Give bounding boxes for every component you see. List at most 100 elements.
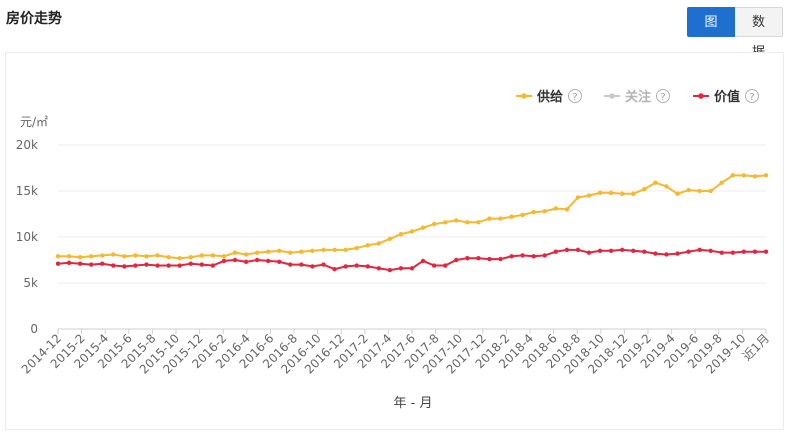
data-point bbox=[409, 229, 415, 234]
data-point bbox=[741, 173, 747, 178]
data-point bbox=[343, 247, 348, 253]
data-point bbox=[155, 263, 160, 268]
data-point bbox=[265, 258, 271, 264]
data-point bbox=[686, 187, 691, 193]
data-point bbox=[376, 241, 382, 246]
data-point bbox=[299, 262, 304, 267]
data-point bbox=[752, 249, 758, 254]
x-tick-label: 近1月 bbox=[740, 331, 772, 363]
data-point bbox=[631, 191, 636, 196]
data-point bbox=[597, 248, 603, 253]
help-icon-glyph: ? bbox=[572, 92, 577, 103]
data-point bbox=[243, 252, 249, 257]
data-point bbox=[498, 216, 503, 221]
data-point bbox=[520, 212, 525, 218]
data-point bbox=[88, 262, 94, 267]
data-point bbox=[288, 250, 293, 255]
data-point bbox=[387, 267, 393, 273]
data-point bbox=[155, 253, 160, 258]
data-point bbox=[675, 251, 680, 256]
data-point bbox=[365, 243, 370, 248]
data-point bbox=[487, 256, 492, 262]
data-point bbox=[232, 250, 238, 255]
x-axis-label: 年 - 月 bbox=[394, 396, 433, 411]
data-point bbox=[177, 255, 182, 261]
data-point bbox=[387, 236, 393, 242]
data-point bbox=[653, 251, 658, 256]
data-point bbox=[343, 264, 348, 269]
data-point bbox=[708, 188, 713, 194]
data-point bbox=[642, 186, 647, 192]
data-point bbox=[697, 247, 702, 253]
data-point bbox=[763, 249, 769, 254]
data-point bbox=[487, 216, 492, 221]
data-point bbox=[619, 191, 625, 196]
y-tick-label: 0 bbox=[30, 322, 38, 336]
data-point bbox=[575, 195, 581, 200]
data-point bbox=[542, 253, 547, 258]
data-point bbox=[465, 255, 470, 261]
data-point bbox=[277, 259, 282, 265]
data-point bbox=[332, 267, 337, 272]
data-point bbox=[653, 180, 658, 185]
data-point bbox=[675, 191, 680, 196]
data-point bbox=[243, 259, 249, 265]
chart-view-button[interactable]: 图表 bbox=[687, 7, 735, 60]
data-point bbox=[55, 261, 61, 266]
help-icon-glyph: ? bbox=[749, 92, 754, 103]
data-point bbox=[619, 247, 625, 253]
series-line bbox=[58, 174, 767, 260]
data-point bbox=[398, 266, 404, 271]
data-point bbox=[741, 249, 747, 254]
legend-label: 价值 bbox=[714, 89, 740, 105]
data-point bbox=[77, 261, 83, 266]
data-point bbox=[254, 257, 260, 263]
data-point bbox=[188, 255, 193, 260]
data-point bbox=[310, 248, 315, 253]
data-point bbox=[476, 255, 481, 261]
help-icon[interactable] bbox=[656, 89, 670, 103]
data-point bbox=[465, 220, 470, 225]
legend-item[interactable]: 价值? bbox=[693, 89, 759, 105]
data-point bbox=[597, 190, 603, 196]
data-point bbox=[420, 225, 426, 230]
legend-label: 供给 bbox=[536, 89, 563, 105]
grid-lines bbox=[58, 144, 766, 330]
data-point bbox=[376, 266, 382, 271]
data-point bbox=[664, 184, 669, 189]
data-point bbox=[608, 248, 614, 253]
data-point bbox=[454, 218, 459, 223]
data-point bbox=[199, 253, 205, 258]
data-point bbox=[55, 254, 61, 259]
data-point bbox=[730, 250, 736, 255]
legend-item[interactable]: 关注? bbox=[604, 89, 670, 105]
y-tick-label: 10k bbox=[16, 230, 38, 244]
data-point bbox=[763, 173, 769, 178]
legend-item[interactable]: 供给? bbox=[516, 89, 582, 105]
data-point bbox=[221, 254, 227, 259]
help-icon[interactable] bbox=[568, 89, 582, 103]
chart-card bbox=[5, 52, 784, 430]
data-point bbox=[553, 206, 559, 211]
chart-legend: 供给? 关注? 价值? bbox=[516, 89, 759, 105]
data-point bbox=[398, 232, 404, 237]
data-point bbox=[631, 248, 636, 253]
data-point bbox=[586, 193, 592, 198]
data-point bbox=[210, 253, 216, 258]
data-point bbox=[664, 252, 669, 257]
data-point bbox=[122, 254, 127, 259]
help-icon[interactable] bbox=[745, 89, 759, 103]
data-point bbox=[166, 263, 171, 268]
data-point bbox=[332, 247, 337, 253]
data-point bbox=[608, 190, 614, 196]
series-layer bbox=[55, 173, 769, 273]
data-point bbox=[199, 262, 205, 267]
data-point bbox=[531, 209, 536, 215]
data-point bbox=[564, 207, 570, 212]
data-point bbox=[542, 209, 547, 214]
data-point bbox=[254, 250, 260, 255]
data-point bbox=[498, 256, 503, 262]
view-toggle: 图表 数据 bbox=[687, 7, 783, 60]
data-point bbox=[442, 220, 448, 225]
